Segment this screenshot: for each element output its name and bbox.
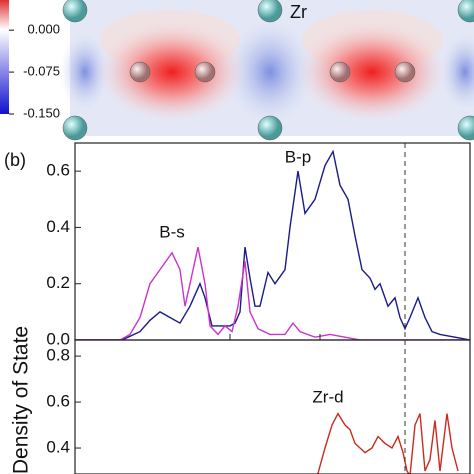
- annotation: B-p: [285, 147, 311, 166]
- atom-label: Zr: [290, 2, 307, 22]
- density-map: Zr: [60, 0, 474, 141]
- y-tick-label: 0.4: [46, 217, 70, 236]
- colorbar-tick-label: -0.075: [23, 64, 60, 79]
- annotation: B-s: [159, 222, 185, 241]
- axes-frame: [74, 339, 471, 474]
- annotation: Zr-d: [312, 387, 343, 406]
- y-axis-label: Density of State: [10, 326, 33, 474]
- colorbar: [0, 0, 9, 114]
- y-tick-label: 0.4: [46, 438, 70, 457]
- colorbar-axis: 0.000 -0.075 -0.150: [9, 22, 60, 120]
- axes-frame: [74, 142, 471, 341]
- y-tick-label: 0.6: [46, 161, 70, 180]
- panel-label: (b): [4, 150, 26, 170]
- y-tick-label: 0.0: [46, 329, 70, 348]
- plot-area: [75, 143, 470, 340]
- plot-area: [316, 340, 459, 474]
- plots: 0.0 0.2 0.4 0.6 B-s B-p 0.4 0.6 0.8 Zr-d: [46, 142, 471, 474]
- dos-line: [316, 412, 459, 474]
- y-tick-label: 0.8: [46, 346, 70, 365]
- colorbar-tick-label: 0.000: [27, 22, 60, 37]
- y-tick-label: 0.6: [46, 392, 70, 411]
- dos-line: [75, 246, 470, 340]
- y-tick-label: 0.2: [46, 273, 70, 292]
- dos-line: [75, 149, 470, 340]
- colorbar-tick-label: -0.150: [23, 105, 60, 120]
